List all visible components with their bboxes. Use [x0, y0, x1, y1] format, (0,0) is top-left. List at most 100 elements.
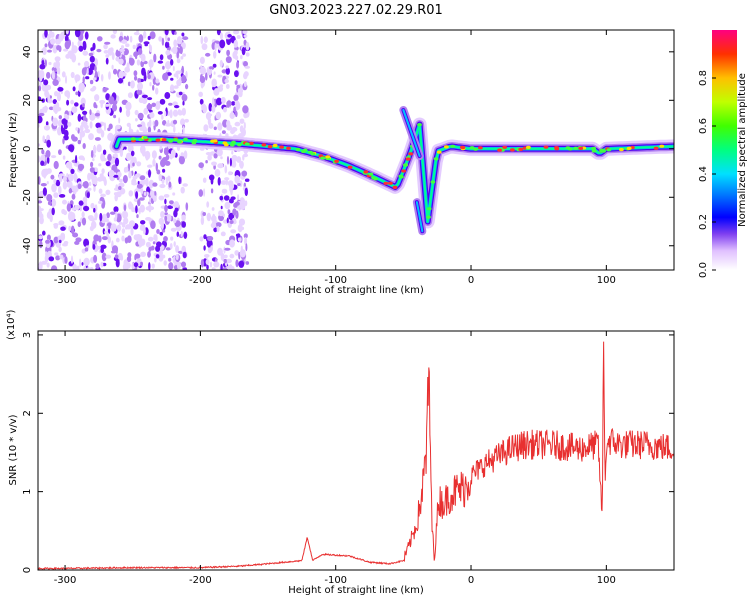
spectrogram-cell	[230, 229, 237, 234]
spectrogram-cell	[148, 119, 152, 128]
spectrogram-cell	[75, 127, 79, 131]
spectrogram-cell	[38, 85, 42, 92]
spectrogram-cell	[80, 30, 85, 34]
spectrogram-cell	[154, 190, 157, 197]
spectrogram-cell	[243, 233, 248, 239]
spectrogram-cell	[153, 195, 157, 202]
spectrogram-cell	[113, 174, 119, 178]
spectrogram-cell	[42, 46, 47, 56]
spectrogram-cell	[38, 210, 43, 216]
spectrogram-cell	[243, 122, 246, 130]
spectrogram-cell	[52, 99, 57, 105]
spectrogram-cell	[234, 175, 240, 184]
spectrogram-cell	[180, 118, 186, 126]
spectrogram-cell	[100, 74, 104, 82]
spectrogram-cell	[53, 160, 59, 170]
spectrogram-cell	[203, 124, 209, 132]
spectrogram-cell	[96, 144, 102, 153]
spectrogram-cell	[158, 217, 164, 225]
spectrogram-cell	[58, 173, 65, 177]
spectrogram-cell	[199, 66, 207, 75]
spectrogram-cell	[158, 36, 163, 42]
spectrogram-cell	[64, 40, 71, 50]
spectrogram-cell	[87, 172, 91, 181]
spectrogram-cell	[156, 169, 161, 175]
spectrogram-cell	[75, 237, 82, 243]
spectrogram-cell	[96, 48, 102, 53]
spectrogram-cell	[107, 236, 112, 244]
spectrogram-cell	[234, 80, 238, 85]
spectrogram-cell	[229, 157, 232, 167]
spectrogram-cell	[220, 252, 225, 261]
spectrogram-cell	[88, 52, 94, 57]
spectrogram-cell	[119, 187, 126, 195]
spectrogram-hotspot	[168, 139, 174, 143]
spectrogram-cell	[59, 254, 64, 260]
spectrogram-hotspot	[606, 148, 612, 152]
spectrogram-cell	[210, 188, 214, 194]
spectrogram-cell	[68, 212, 74, 222]
spectrogram-cell	[98, 163, 102, 167]
spectrogram-cell	[244, 178, 250, 182]
spectrogram-cell	[245, 41, 250, 51]
spectrogram-cell	[211, 267, 216, 270]
spectrogram-hotspot	[155, 138, 161, 142]
spectrogram-cell	[239, 249, 246, 258]
spectrogram-cell	[235, 110, 238, 118]
snr-panel: -300 -200 -100 0 100 0 1 2 3 Height of straight …	[6, 309, 675, 596]
spectrogram-cell	[101, 252, 107, 262]
spectrogram-cell	[181, 107, 186, 116]
spectrogram-cell	[164, 204, 168, 213]
spectrogram-cell	[102, 157, 107, 162]
spectrogram-cell	[68, 144, 75, 152]
spectrogram-hotspot	[310, 152, 316, 156]
spectrogram-cell	[125, 166, 129, 173]
spectrogram-cell	[111, 64, 114, 70]
spectrogram-cell	[41, 98, 45, 103]
spectrogram-hotspot	[408, 152, 413, 156]
spectrogram-cell	[216, 148, 223, 157]
spectrogram-hotspot	[191, 141, 197, 145]
spectrogram-cell	[221, 96, 226, 104]
spectrogram-cell	[169, 109, 173, 119]
spectrogram-cell	[87, 187, 92, 191]
spectrogram-cell	[51, 183, 57, 193]
spectrogram-cell	[89, 79, 94, 85]
spectrogram-cell	[238, 223, 243, 231]
spectrogram-cell	[140, 238, 146, 246]
spectrogram-cell	[69, 54, 73, 60]
spectrogram-hotspot	[383, 181, 389, 185]
spectrogram-cell	[82, 76, 85, 84]
spectrogram-cell	[172, 101, 178, 107]
x-tick-label: 100	[597, 575, 616, 586]
spectrogram-cell	[212, 99, 215, 107]
spectrogram-cell	[244, 187, 248, 197]
spectrogram-cell	[127, 252, 132, 258]
spectrogram-cell	[78, 85, 85, 93]
spectrogram-cell	[88, 133, 94, 141]
spectrogram-cell	[201, 43, 208, 51]
spectrogram-hotspot	[249, 141, 254, 145]
spectrogram-cell	[101, 213, 108, 222]
spectrogram-hotspot	[578, 146, 584, 150]
spectrogram-cell	[38, 115, 43, 124]
spectrogram-cell	[244, 200, 248, 207]
spectrogram-cell	[82, 143, 86, 149]
spectrogram-cell	[206, 201, 210, 208]
spectrogram-cell	[140, 224, 146, 228]
spectrogram-cell	[95, 246, 102, 250]
spectrogram-hotspot	[302, 148, 308, 152]
spectrogram-cell	[224, 247, 231, 251]
spectrogram-cell	[52, 117, 59, 127]
spectrogram-cell	[173, 125, 176, 133]
spectrogram-cell	[66, 99, 70, 106]
spectrogram-cell	[156, 229, 160, 234]
spectrogram-cell	[75, 91, 79, 96]
spectrogram-hotspot	[272, 143, 278, 148]
spectrogram-cell	[163, 194, 170, 198]
spectrogram-cell	[173, 201, 180, 209]
spectrogram-hotspot	[543, 145, 549, 149]
spectrogram-cell	[198, 162, 204, 169]
spectrogram-cell	[149, 44, 153, 53]
spectrogram-cell	[122, 211, 126, 215]
